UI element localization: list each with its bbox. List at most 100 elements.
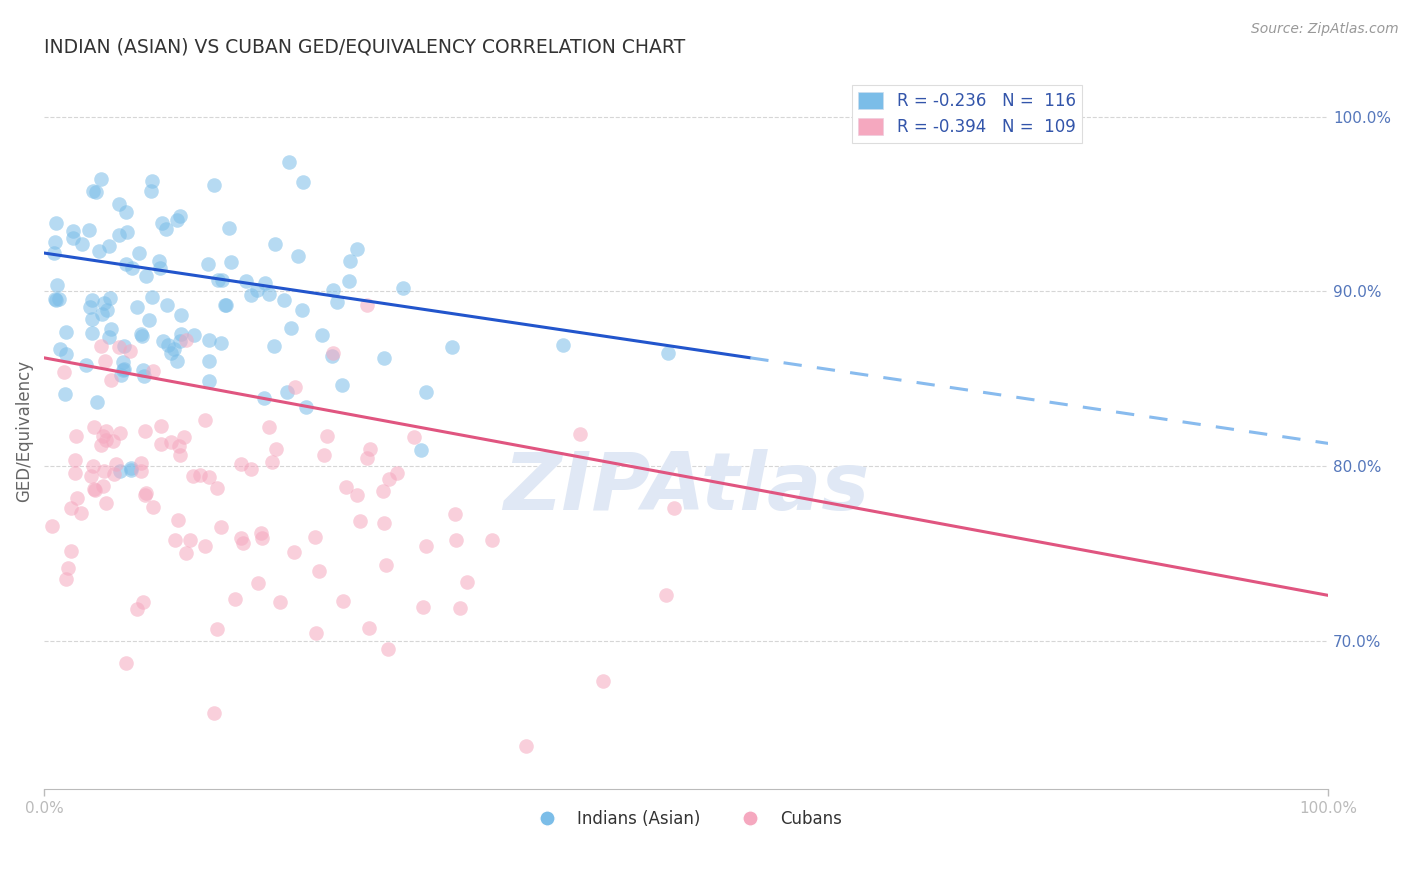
Indians (Asian) xyxy=(169,334,191,348)
Indians (Asian) xyxy=(62,231,84,245)
Cubans xyxy=(247,576,270,591)
Indians (Asian) xyxy=(166,212,188,227)
Indians (Asian) xyxy=(44,235,66,249)
Cubans xyxy=(332,594,354,608)
Indians (Asian) xyxy=(322,283,344,297)
Indians (Asian) xyxy=(157,338,180,352)
Cubans xyxy=(202,706,225,720)
Indians (Asian) xyxy=(138,312,160,326)
Indians (Asian) xyxy=(90,172,112,186)
Indians (Asian) xyxy=(86,395,108,409)
Indians (Asian) xyxy=(169,209,191,223)
Indians (Asian) xyxy=(253,276,276,290)
Cubans xyxy=(91,429,114,443)
Cubans xyxy=(150,437,173,451)
Cubans xyxy=(444,533,467,547)
Indians (Asian) xyxy=(337,274,360,288)
Indians (Asian) xyxy=(49,342,72,356)
Indians (Asian) xyxy=(97,330,120,344)
Cubans xyxy=(322,345,344,359)
Cubans xyxy=(80,468,103,483)
Indians (Asian) xyxy=(80,293,103,307)
Cubans xyxy=(134,488,156,502)
Cubans xyxy=(304,530,326,544)
Cubans xyxy=(103,467,125,481)
Indians (Asian) xyxy=(96,302,118,317)
Indians (Asian) xyxy=(55,347,77,361)
Cubans xyxy=(174,546,197,560)
Indians (Asian) xyxy=(211,273,233,287)
Cubans xyxy=(179,533,201,547)
Indians (Asian) xyxy=(132,363,155,377)
Cubans xyxy=(129,464,152,478)
Indians (Asian) xyxy=(46,277,69,292)
Cubans xyxy=(260,455,283,469)
Indians (Asian) xyxy=(273,293,295,307)
Indians (Asian) xyxy=(82,326,104,340)
Indians (Asian) xyxy=(53,386,76,401)
Cubans xyxy=(264,442,287,457)
Indians (Asian) xyxy=(346,242,368,256)
Indians (Asian) xyxy=(277,154,299,169)
Cubans xyxy=(269,595,291,609)
Indians (Asian) xyxy=(107,197,129,211)
Indians (Asian) xyxy=(198,333,221,347)
Indians (Asian) xyxy=(264,237,287,252)
Indians (Asian) xyxy=(44,292,66,306)
Cubans xyxy=(118,343,141,358)
Cubans xyxy=(662,500,685,515)
Indians (Asian) xyxy=(149,261,172,276)
Indians (Asian) xyxy=(135,269,157,284)
Indians (Asian) xyxy=(202,178,225,192)
Cubans xyxy=(373,516,395,531)
Cubans xyxy=(250,525,273,540)
Cubans xyxy=(349,514,371,528)
Indians (Asian) xyxy=(207,273,229,287)
Cubans xyxy=(65,453,87,467)
Indians (Asian) xyxy=(77,223,100,237)
Indians (Asian) xyxy=(150,216,173,230)
Indians (Asian) xyxy=(131,329,153,343)
Indians (Asian) xyxy=(44,246,66,260)
Cubans xyxy=(108,425,131,440)
Cubans xyxy=(83,419,105,434)
Cubans xyxy=(60,544,83,558)
Indians (Asian) xyxy=(170,327,193,342)
Cubans xyxy=(356,298,378,312)
Indians (Asian) xyxy=(120,463,142,477)
Indians (Asian) xyxy=(91,306,114,320)
Cubans xyxy=(412,600,434,615)
Cubans xyxy=(173,430,195,444)
Cubans xyxy=(96,496,118,510)
Indians (Asian) xyxy=(321,349,343,363)
Indians (Asian) xyxy=(253,392,276,406)
Indians (Asian) xyxy=(141,184,163,198)
Cubans xyxy=(284,380,307,394)
Indians (Asian) xyxy=(276,385,298,400)
Cubans xyxy=(456,574,478,589)
Indians (Asian) xyxy=(373,351,395,366)
Indians (Asian) xyxy=(48,292,70,306)
Cubans xyxy=(481,533,503,548)
Cubans xyxy=(100,373,122,387)
Cubans xyxy=(359,442,381,456)
Indians (Asian) xyxy=(75,358,97,372)
Cubans xyxy=(66,491,89,505)
Indians (Asian) xyxy=(197,257,219,271)
Indians (Asian) xyxy=(166,353,188,368)
Indians (Asian) xyxy=(183,327,205,342)
Cubans xyxy=(41,519,63,533)
Cubans xyxy=(229,458,252,472)
Text: Source: ZipAtlas.com: Source: ZipAtlas.com xyxy=(1251,22,1399,37)
Indians (Asian) xyxy=(114,205,136,219)
Indians (Asian) xyxy=(121,461,143,475)
Indians (Asian) xyxy=(287,249,309,263)
Indians (Asian) xyxy=(152,334,174,348)
Indians (Asian) xyxy=(160,346,183,360)
Indians (Asian) xyxy=(55,326,77,340)
Indians (Asian) xyxy=(70,237,93,252)
Cubans xyxy=(165,533,187,547)
Indians (Asian) xyxy=(111,355,134,369)
Indians (Asian) xyxy=(110,368,132,383)
Indians (Asian) xyxy=(415,385,437,400)
